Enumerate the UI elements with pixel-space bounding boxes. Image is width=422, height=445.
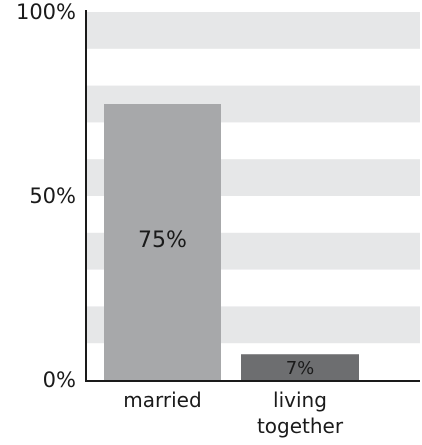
- bar-married: [104, 104, 221, 380]
- x-category-label: living together: [257, 388, 344, 438]
- bar-living-together: [241, 354, 359, 380]
- x-category-labels: married living together: [123, 388, 344, 438]
- y-tick-label: 50%: [29, 184, 76, 208]
- bars: [104, 104, 359, 380]
- y-tick-labels: 0% 50% 100%: [16, 0, 76, 392]
- data-labels: 75% 7%: [138, 228, 314, 379]
- y-tick-label: 100%: [16, 0, 76, 24]
- grid-band: [86, 12, 420, 49]
- data-label: 7%: [286, 358, 315, 379]
- x-category-label: married: [123, 388, 201, 412]
- y-tick-label: 0%: [43, 368, 76, 392]
- background-bands: [86, 12, 420, 344]
- data-label: 75%: [138, 228, 187, 253]
